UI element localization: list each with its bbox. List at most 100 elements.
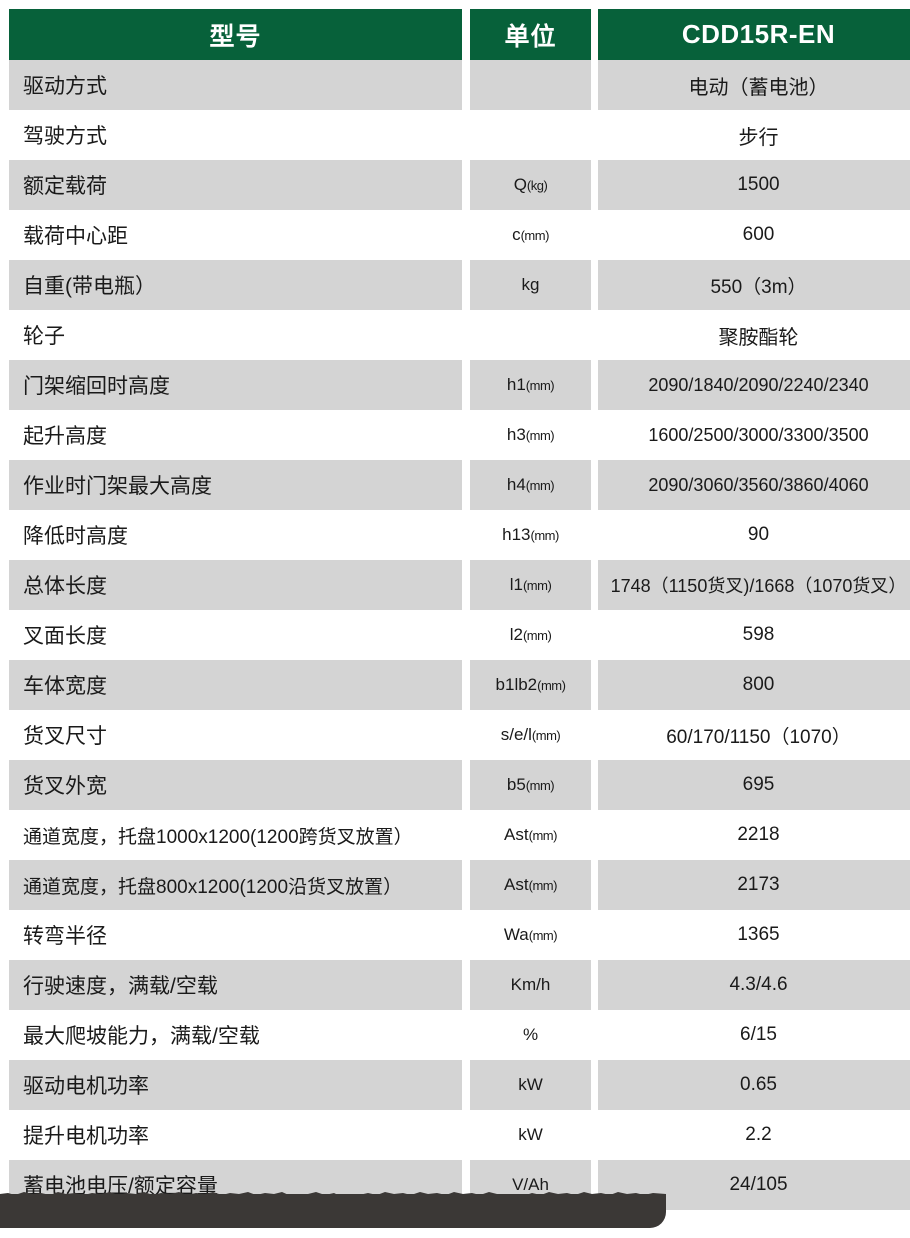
- row-unit: [470, 110, 591, 160]
- row-unit: [470, 310, 591, 360]
- row-label: 驱动电机功率: [9, 1060, 462, 1110]
- row-label: 载荷中心距: [9, 210, 462, 260]
- row-value: 4.3/4.6: [598, 960, 910, 1010]
- column-gap: [591, 460, 598, 510]
- column-gap: [591, 9, 598, 60]
- column-gap: [591, 910, 598, 960]
- unit-suffix: (mm): [522, 577, 552, 593]
- unit-suffix: (mm): [525, 427, 555, 443]
- table-row: 降低时高度 h13 (mm) 90: [9, 510, 910, 560]
- row-value: 2090/1840/2090/2240/2340: [598, 360, 910, 410]
- row-unit: Wa (mm): [470, 910, 591, 960]
- unit-symbol: V/Ah: [512, 1175, 549, 1194]
- column-gap: [462, 160, 470, 210]
- row-label: 起升高度: [9, 410, 462, 460]
- column-gap: [591, 60, 598, 110]
- row-label: 门架缩回时高度: [9, 360, 462, 410]
- column-gap: [591, 560, 598, 610]
- row-value: 电动（蓄电池）: [598, 60, 910, 110]
- column-gap: [591, 710, 598, 760]
- table-row: 叉面长度 l2 (mm) 598: [9, 610, 910, 660]
- row-unit: l2 (mm): [470, 610, 591, 660]
- row-unit: h4 (mm): [470, 460, 591, 510]
- row-label: 自重(带电瓶）: [9, 260, 462, 310]
- row-label: 转弯半径: [9, 910, 462, 960]
- unit-symbol: kg: [521, 275, 540, 294]
- row-value: 聚胺酯轮: [598, 310, 910, 360]
- column-gap: [462, 1160, 470, 1210]
- table-row: 行驶速度，满载/空载 Km/h 4.3/4.6: [9, 960, 910, 1010]
- column-gap: [591, 360, 598, 410]
- row-unit: c (mm): [470, 210, 591, 260]
- column-gap: [462, 360, 470, 410]
- table-row: 轮子 聚胺酯轮: [9, 310, 910, 360]
- row-unit: kW: [470, 1110, 591, 1160]
- column-gap: [462, 460, 470, 510]
- column-gap: [462, 860, 470, 910]
- column-gap: [591, 1110, 598, 1160]
- row-value: 1600/2500/3000/3300/3500: [598, 410, 910, 460]
- table-row: 驾驶方式 步行: [9, 110, 910, 160]
- row-label: 车体宽度: [9, 660, 462, 710]
- row-unit: [470, 60, 591, 110]
- row-unit: Ast (mm): [470, 860, 591, 910]
- row-unit: kW: [470, 1060, 591, 1110]
- row-unit: s/e/l (mm): [470, 710, 591, 760]
- unit-suffix: (mm): [528, 877, 558, 893]
- row-label: 驱动方式: [9, 60, 462, 110]
- column-gap: [591, 810, 598, 860]
- column-gap: [462, 610, 470, 660]
- row-value: 2218: [598, 810, 910, 860]
- unit-suffix: (mm): [525, 377, 555, 393]
- row-label: 最大爬坡能力，满载/空载: [9, 1010, 462, 1060]
- column-gap: [462, 510, 470, 560]
- column-gap: [462, 1010, 470, 1060]
- unit-suffix: (mm): [537, 677, 566, 693]
- header-cell-value: CDD15R-EN: [598, 9, 910, 60]
- table-row: 总体长度 l1 (mm) 1748（1150货叉)/1668（1070货叉）: [9, 560, 910, 610]
- unit-symbol: h1: [506, 375, 526, 394]
- column-gap: [591, 110, 598, 160]
- column-gap: [462, 1060, 470, 1110]
- column-gap: [462, 210, 470, 260]
- row-value: 2173: [598, 860, 910, 910]
- row-value: 0.65: [598, 1060, 910, 1110]
- column-gap: [462, 660, 470, 710]
- table-row: 通道宽度，托盘800x1200(1200沿货叉放置） Ast (mm) 2173: [9, 860, 910, 910]
- row-label: 提升电机功率: [9, 1110, 462, 1160]
- row-value: 6/15: [598, 1010, 910, 1060]
- column-gap: [591, 610, 598, 660]
- table-row: 转弯半径 Wa (mm) 1365: [9, 910, 910, 960]
- unit-symbol: h13: [502, 525, 531, 544]
- table-row: 起升高度 h3 (mm) 1600/2500/3000/3300/3500: [9, 410, 910, 460]
- bottom-white-margin: [0, 1228, 910, 1238]
- row-value: 550（3m）: [598, 260, 910, 310]
- row-unit: l1 (mm): [470, 560, 591, 610]
- column-gap: [591, 410, 598, 460]
- row-value: 60/170/1150（1070）: [598, 710, 910, 760]
- row-label: 货叉尺寸: [9, 710, 462, 760]
- table-row: 货叉外宽 b5 (mm) 695: [9, 760, 910, 810]
- row-label: 驾驶方式: [9, 110, 462, 160]
- row-unit: b5 (mm): [470, 760, 591, 810]
- row-value: 2.2: [598, 1110, 910, 1160]
- row-unit: kg: [470, 260, 591, 310]
- table-row: 载荷中心距 c (mm) 600: [9, 210, 910, 260]
- unit-suffix: (mm): [530, 527, 560, 543]
- row-value: 600: [598, 210, 910, 260]
- table-row: 车体宽度 b1lb2 (mm) 800: [9, 660, 910, 710]
- row-unit: h1 (mm): [470, 360, 591, 410]
- column-gap: [591, 260, 598, 310]
- unit-symbol: kW: [518, 1125, 543, 1144]
- table-row: 额定载荷 Q (kg) 1500: [9, 160, 910, 210]
- row-value: 步行: [598, 110, 910, 160]
- column-gap: [462, 910, 470, 960]
- table-row: 作业时门架最大高度 h4 (mm) 2090/3060/3560/3860/4060: [9, 460, 910, 510]
- row-unit: h3 (mm): [470, 410, 591, 460]
- row-value: 1365: [598, 910, 910, 960]
- table-row: 货叉尺寸 s/e/l (mm) 60/170/1150（1070）: [9, 710, 910, 760]
- table-row: 自重(带电瓶） kg 550（3m）: [9, 260, 910, 310]
- column-gap: [462, 760, 470, 810]
- column-gap: [462, 310, 470, 360]
